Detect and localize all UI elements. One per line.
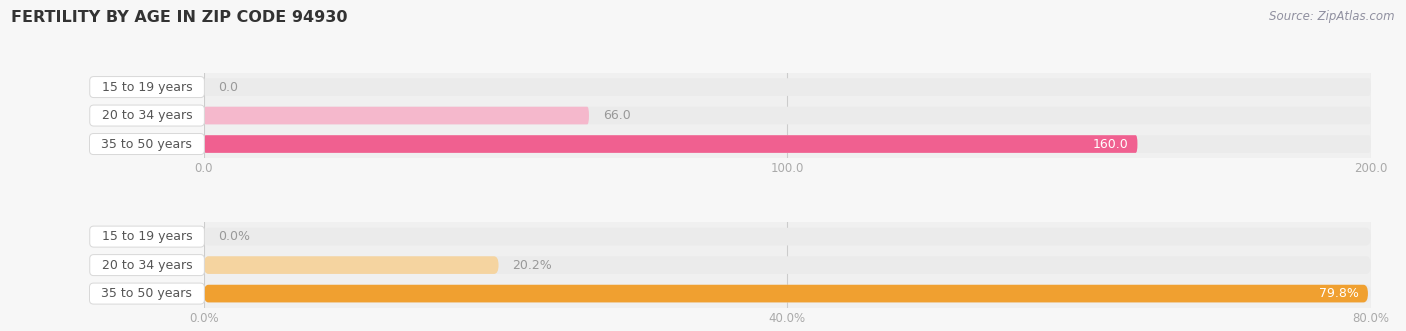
Text: 20 to 34 years: 20 to 34 years [94, 109, 201, 122]
Text: 35 to 50 years: 35 to 50 years [93, 287, 201, 300]
Text: 160.0: 160.0 [1092, 138, 1128, 151]
FancyBboxPatch shape [204, 107, 1371, 124]
Text: Source: ZipAtlas.com: Source: ZipAtlas.com [1270, 10, 1395, 23]
Text: 20 to 34 years: 20 to 34 years [94, 259, 201, 272]
FancyBboxPatch shape [204, 285, 1368, 303]
FancyBboxPatch shape [204, 107, 589, 124]
Text: 20.2%: 20.2% [513, 259, 553, 272]
Text: 0.0%: 0.0% [218, 230, 250, 243]
FancyBboxPatch shape [204, 256, 1371, 274]
Text: 35 to 50 years: 35 to 50 years [93, 138, 201, 151]
Text: FERTILITY BY AGE IN ZIP CODE 94930: FERTILITY BY AGE IN ZIP CODE 94930 [11, 10, 347, 25]
FancyBboxPatch shape [204, 256, 499, 274]
Text: 15 to 19 years: 15 to 19 years [94, 80, 201, 94]
FancyBboxPatch shape [204, 78, 1371, 96]
FancyBboxPatch shape [204, 228, 1371, 246]
FancyBboxPatch shape [204, 135, 1371, 153]
Text: 66.0: 66.0 [603, 109, 631, 122]
Text: 0.0: 0.0 [218, 80, 238, 94]
Text: 15 to 19 years: 15 to 19 years [94, 230, 201, 243]
FancyBboxPatch shape [204, 135, 1137, 153]
FancyBboxPatch shape [204, 285, 1371, 303]
Text: 79.8%: 79.8% [1319, 287, 1358, 300]
